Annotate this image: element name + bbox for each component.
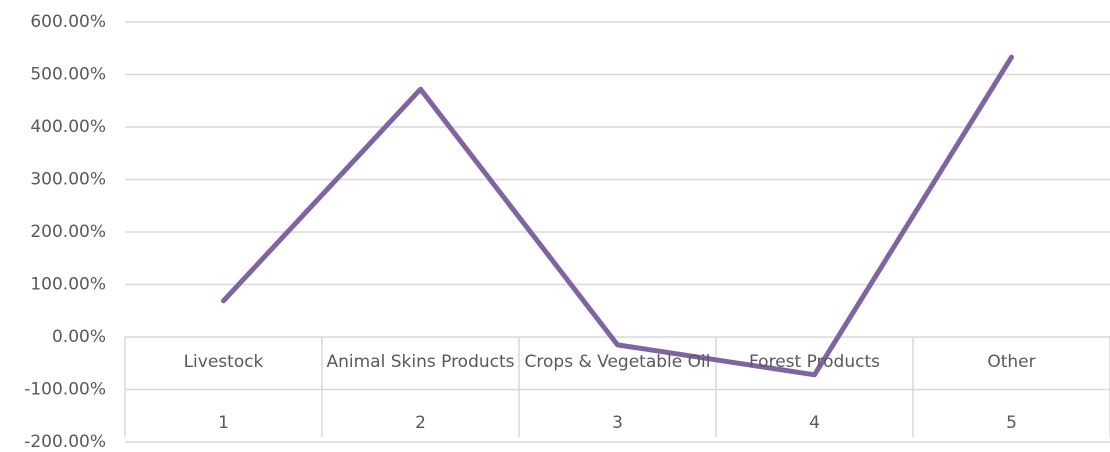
x-tick-label: Crops & Vegetable Oil [524, 352, 711, 372]
y-tick-label: -100.00% [24, 380, 106, 400]
y-tick-label: 300.00% [30, 170, 106, 190]
x-group-label: 4 [809, 413, 820, 433]
x-group-label: 5 [1006, 413, 1017, 433]
y-tick-label: -200.00% [24, 432, 106, 452]
y-tick-label: 600.00% [30, 12, 106, 32]
y-tick-label: 100.00% [30, 275, 106, 295]
y-tick-label: 0.00% [52, 327, 106, 347]
x-group-label: 2 [415, 413, 426, 433]
y-tick-label: 200.00% [30, 222, 106, 242]
x-tick-label: Livestock [183, 352, 264, 372]
y-tick-label: 500.00% [30, 65, 106, 85]
x-tick-label: Other [987, 352, 1036, 372]
y-tick-label: 400.00% [30, 117, 106, 137]
x-tick-label: Forest Products [749, 352, 880, 372]
x-group-label: 3 [612, 413, 623, 433]
line [221, 54, 1014, 378]
x-tick-label: Animal Skins Products [326, 352, 515, 372]
x-group-label: 1 [218, 413, 229, 433]
